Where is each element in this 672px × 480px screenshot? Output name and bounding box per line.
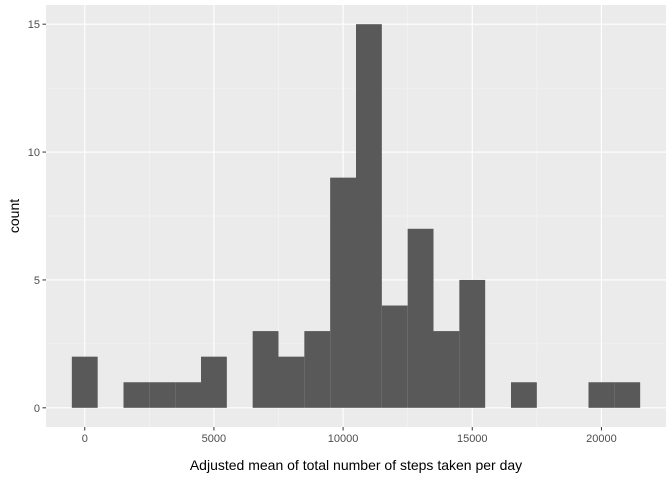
x-axis: 0 5000 10000 15000 20000 [82,427,617,445]
y-tick-label: 15 [28,19,40,31]
histogram-bar [459,279,486,408]
histogram-bar [149,382,176,408]
x-tick-label: 0 [82,433,88,445]
y-tick-label: 0 [34,403,40,415]
y-tick-label: 5 [34,275,40,287]
histogram-bar [304,331,331,408]
x-tick-label: 10000 [328,433,359,445]
histogram-bar [433,331,460,408]
x-axis-title: Adjusted mean of total number of steps t… [190,457,522,473]
histogram-bars [71,24,641,408]
histogram-bar [356,24,382,408]
x-tick-label: 5000 [202,433,226,445]
histogram-bar [511,382,537,408]
histogram-bar [381,305,408,408]
x-tick-label: 20000 [586,433,617,445]
histogram-bar [252,331,279,408]
histogram-bar [278,356,305,408]
x-tick-label: 15000 [457,433,488,445]
histogram-bar [407,228,434,408]
histogram-bar [614,382,641,408]
histogram-bar [71,356,98,408]
y-axis-title: count [6,199,22,233]
y-tick-label: 10 [28,147,40,159]
histogram-bar [588,382,615,408]
histogram-bar [175,382,201,408]
histogram-bar [201,356,227,408]
histogram-bar [123,382,150,408]
histogram-bar [330,177,356,408]
y-axis: 0 5 10 15 [28,19,46,415]
